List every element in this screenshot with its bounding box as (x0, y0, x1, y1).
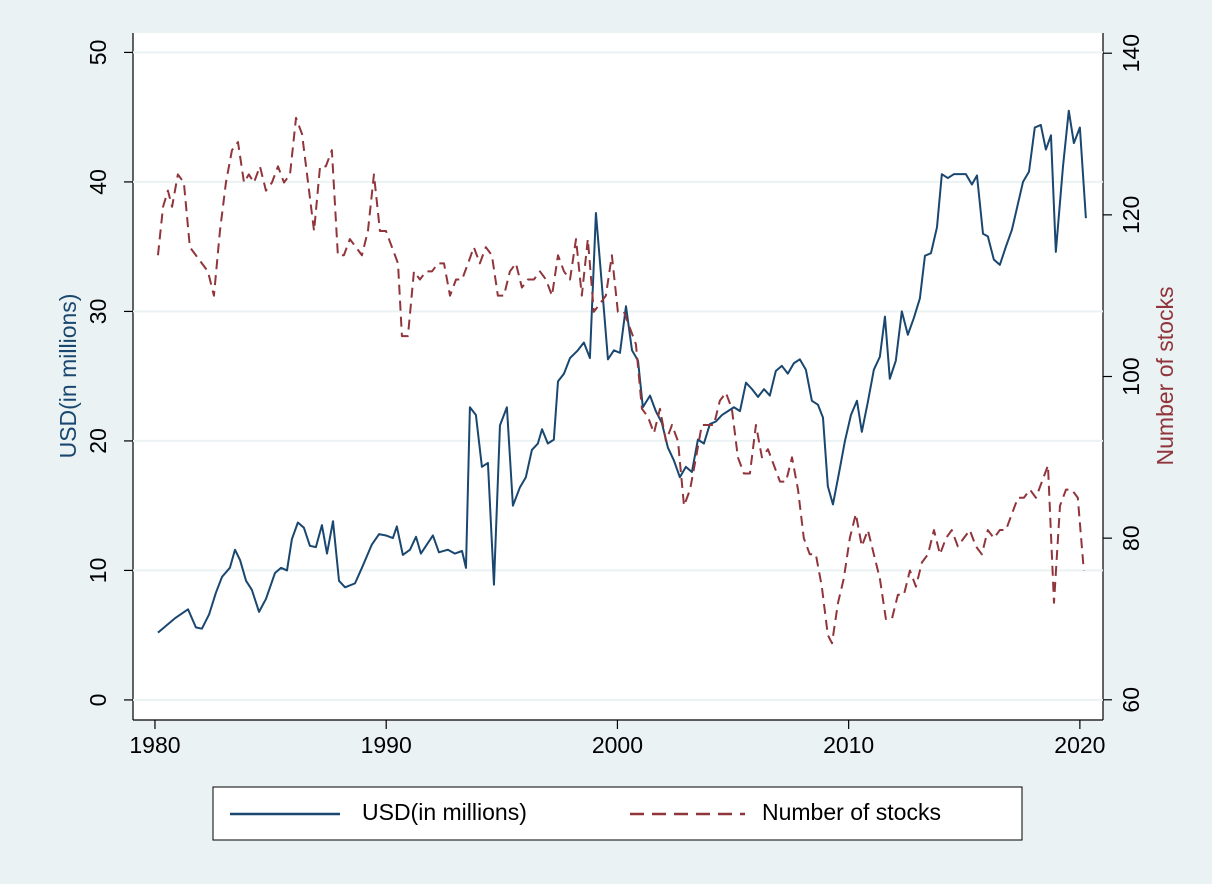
y2-tick-label: 140 (1118, 34, 1144, 72)
x-tick-label: 1980 (129, 732, 180, 758)
y2-tick-label: 60 (1118, 687, 1144, 713)
y-tick-label: 40 (85, 169, 111, 195)
line-series (156, 116, 1085, 645)
y2-tick-label: 80 (1118, 525, 1144, 551)
x-tick-label: 1990 (361, 732, 412, 758)
plot-area (133, 33, 1103, 720)
y-tick-label: 20 (85, 428, 111, 454)
y-tick-label: 0 (85, 694, 111, 707)
y2-axis-title: Number of stocks (1152, 287, 1178, 466)
x-tick-label: 2020 (1054, 732, 1105, 758)
x-tick-label: 2000 (592, 732, 643, 758)
y-axis-title: USD(in millions) (55, 294, 81, 459)
legend-box (212, 786, 1023, 841)
legend-label: Number of stocks (762, 799, 941, 825)
x-tick-label: 2010 (823, 732, 874, 758)
y-tick-label: 50 (85, 40, 111, 66)
y2-tick-label: 120 (1118, 196, 1144, 234)
y2-tick-label: 100 (1118, 357, 1144, 395)
line-series (157, 109, 1087, 634)
y-tick-label: 10 (85, 558, 111, 584)
y-tick-label: 30 (85, 299, 111, 325)
legend-label: USD(in millions) (362, 799, 527, 825)
